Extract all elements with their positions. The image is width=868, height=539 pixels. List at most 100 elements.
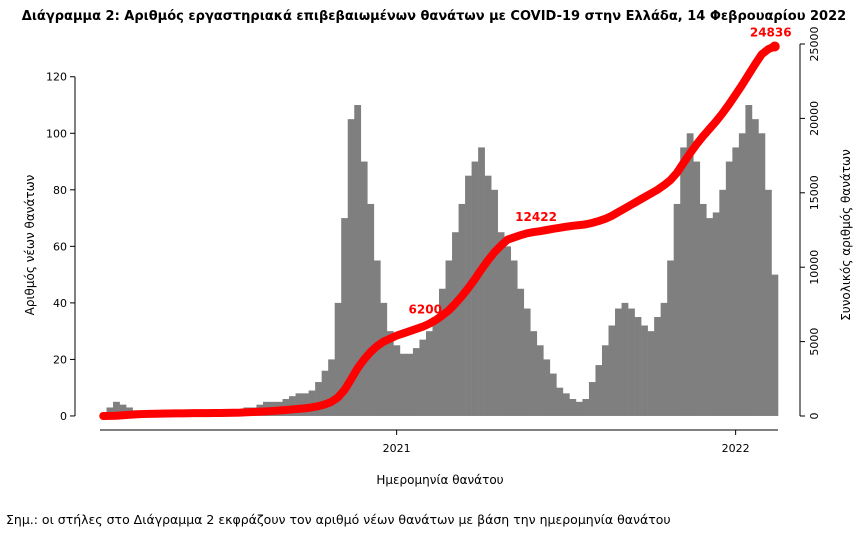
bar [504,246,512,416]
y2-axis-label: Συνολικός αριθμός θανάτων [839,149,853,321]
y-tick-label: 60 [53,240,67,253]
bar [334,302,342,416]
y-axis-label: Αριθμός νέων θανάτων [23,174,37,315]
bar [367,203,375,416]
bar [517,288,525,416]
bar [712,212,720,416]
bar [575,401,583,416]
end-point [769,41,780,52]
bar [406,353,414,416]
bar [432,317,440,416]
x-tick-label: 2022 [722,442,750,455]
bar [615,308,622,416]
bar [315,382,322,416]
bar [354,105,362,416]
data-label: 24836 [750,25,792,39]
bar [543,359,551,416]
bar [660,302,668,416]
bar [308,390,316,416]
bar [419,339,427,416]
y2-tick-label: 25000 [808,27,821,62]
y2-tick-label: 0 [808,412,821,419]
bar [380,302,388,416]
bar [764,189,772,416]
bar [106,407,114,416]
bar [373,260,381,416]
y-tick-label: 120 [46,71,67,84]
bar [452,232,459,416]
bar [399,353,407,416]
bar [113,401,120,416]
bar [641,325,648,416]
y-tick-label: 80 [53,184,67,197]
bar [673,203,681,416]
bar [321,370,329,416]
bar [386,331,394,416]
bar [523,308,531,416]
bar [771,274,779,416]
bar [693,161,701,416]
data-label: 12422 [515,210,557,224]
bar [751,119,759,416]
bar [562,393,570,416]
bar [360,161,368,416]
bar [471,161,479,416]
x-tick-label: 2021 [383,442,411,455]
bar [595,365,603,416]
bar [732,147,740,416]
y-tick-label: 20 [53,353,67,366]
bar [738,133,746,416]
bar [601,345,609,416]
bar [608,325,616,416]
bar [699,203,707,416]
y2-tick-label: 20000 [808,101,821,136]
bar [425,331,433,416]
bar [686,133,694,416]
bar [556,387,564,416]
bar [484,175,492,416]
bar [328,359,335,416]
data-label: 6200 [409,303,442,317]
bar [347,119,355,416]
y-tick-label: 40 [53,297,67,310]
y2-tick-label: 15000 [808,175,821,210]
bar [510,260,518,416]
y2-tick-label: 5000 [808,328,821,356]
bar [497,232,505,416]
bar [628,308,635,416]
bar [536,345,544,416]
bar [667,260,674,416]
bar [530,331,538,416]
bar [295,393,303,416]
bar [445,260,453,416]
bar [725,161,733,416]
y2-tick-label: 10000 [808,250,821,285]
bar [478,147,485,416]
bar [491,189,498,416]
bar [119,404,127,416]
bar [465,175,472,416]
bar [458,203,466,416]
bar [412,348,420,416]
chart-title: Διάγραμμα 2: Αριθμός εργαστηριακά επιβεβ… [22,9,846,24]
bar [745,105,753,416]
bar [719,189,727,416]
bar [393,345,401,416]
bar [680,147,688,416]
note: Σημ.: οι στήλες στο Διάγραμμα 2 εκφράζου… [6,512,671,527]
x-axis-label: Ημερομηνία θανάτου [376,473,503,487]
bar [758,133,766,416]
bar [706,218,714,416]
bar [549,373,557,416]
bar [341,218,349,416]
bar [582,398,590,416]
y-tick-label: 0 [60,410,67,423]
bar [588,382,596,416]
bar [569,398,577,416]
bar [647,331,655,416]
cumulative-line [99,42,779,420]
y-tick-label: 100 [46,127,67,140]
bar [439,288,446,416]
bar [654,317,661,416]
